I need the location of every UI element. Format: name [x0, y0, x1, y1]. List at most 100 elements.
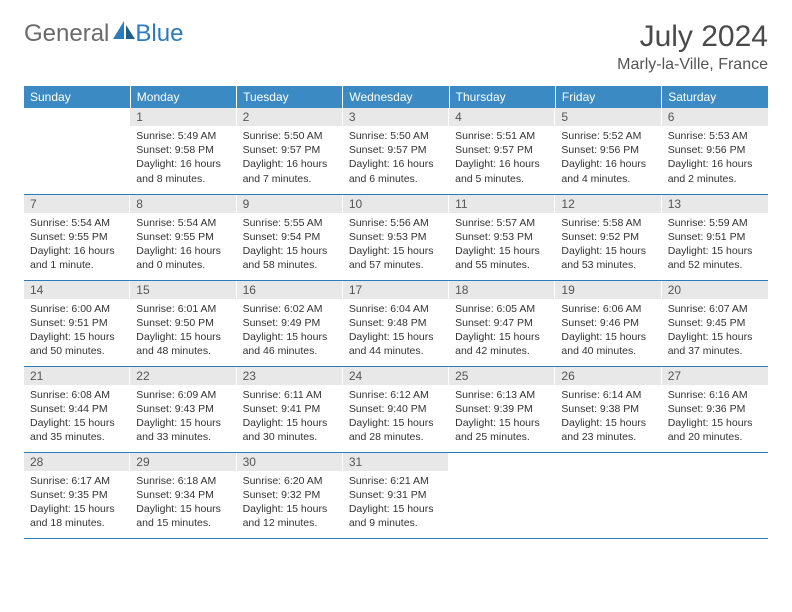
daylight-text: Daylight: 15 hours and 12 minutes. [243, 502, 337, 530]
calendar-day-cell: 5Sunrise: 5:52 AMSunset: 9:56 PMDaylight… [555, 108, 661, 194]
day-number: 5 [555, 108, 661, 126]
calendar-day-cell: 9Sunrise: 5:55 AMSunset: 9:54 PMDaylight… [237, 194, 343, 280]
sunrise-text: Sunrise: 5:56 AM [349, 216, 443, 230]
sunset-text: Sunset: 9:47 PM [455, 316, 549, 330]
calendar-day-cell: 7Sunrise: 5:54 AMSunset: 9:55 PMDaylight… [24, 194, 130, 280]
logo-sail-icon [113, 21, 135, 39]
day-detail: Sunrise: 5:54 AMSunset: 9:55 PMDaylight:… [24, 213, 130, 277]
daylight-text: Daylight: 16 hours and 5 minutes. [455, 157, 549, 185]
sunrise-text: Sunrise: 6:07 AM [668, 302, 762, 316]
daylight-text: Daylight: 15 hours and 42 minutes. [455, 330, 549, 358]
daylight-text: Daylight: 15 hours and 52 minutes. [668, 244, 762, 272]
sunrise-text: Sunrise: 6:17 AM [30, 474, 124, 488]
sunrise-text: Sunrise: 5:51 AM [455, 129, 549, 143]
day-number: 24 [343, 367, 449, 385]
daylight-text: Daylight: 15 hours and 57 minutes. [349, 244, 443, 272]
calendar-day-cell: 15Sunrise: 6:01 AMSunset: 9:50 PMDayligh… [130, 280, 236, 366]
calendar-day-cell [449, 452, 555, 538]
sunset-text: Sunset: 9:55 PM [30, 230, 124, 244]
sunset-text: Sunset: 9:45 PM [668, 316, 762, 330]
calendar-day-cell: 26Sunrise: 6:14 AMSunset: 9:38 PMDayligh… [555, 366, 661, 452]
daylight-text: Daylight: 15 hours and 28 minutes. [349, 416, 443, 444]
day-detail: Sunrise: 6:13 AMSunset: 9:39 PMDaylight:… [449, 385, 555, 449]
day-number: 6 [662, 108, 768, 126]
weekday-header: Thursday [449, 86, 555, 108]
calendar-day-cell: 27Sunrise: 6:16 AMSunset: 9:36 PMDayligh… [662, 366, 768, 452]
day-detail: Sunrise: 6:04 AMSunset: 9:48 PMDaylight:… [343, 299, 449, 363]
calendar-day-cell: 21Sunrise: 6:08 AMSunset: 9:44 PMDayligh… [24, 366, 130, 452]
day-number: 4 [449, 108, 555, 126]
sunrise-text: Sunrise: 6:02 AM [243, 302, 337, 316]
calendar-day-cell: 19Sunrise: 6:06 AMSunset: 9:46 PMDayligh… [555, 280, 661, 366]
day-number: 15 [130, 281, 236, 299]
sunset-text: Sunset: 9:57 PM [243, 143, 337, 157]
sunset-text: Sunset: 9:53 PM [455, 230, 549, 244]
location: Marly-la-Ville, France [617, 56, 768, 74]
day-number: 7 [24, 195, 130, 213]
sunset-text: Sunset: 9:44 PM [30, 402, 124, 416]
sunrise-text: Sunrise: 6:21 AM [349, 474, 443, 488]
day-detail: Sunrise: 6:08 AMSunset: 9:44 PMDaylight:… [24, 385, 130, 449]
day-number: 19 [555, 281, 661, 299]
day-detail: Sunrise: 6:21 AMSunset: 9:31 PMDaylight:… [343, 471, 449, 535]
calendar-day-cell [24, 108, 130, 194]
weekday-header: Tuesday [237, 86, 343, 108]
daylight-text: Daylight: 15 hours and 23 minutes. [561, 416, 655, 444]
day-number: 30 [237, 453, 343, 471]
logo: General Blue [24, 20, 183, 48]
day-number [449, 453, 555, 457]
sunset-text: Sunset: 9:31 PM [349, 488, 443, 502]
daylight-text: Daylight: 15 hours and 55 minutes. [455, 244, 549, 272]
sunrise-text: Sunrise: 5:58 AM [561, 216, 655, 230]
weekday-header: Monday [130, 86, 236, 108]
sunrise-text: Sunrise: 6:16 AM [668, 388, 762, 402]
calendar-week-row: 1Sunrise: 5:49 AMSunset: 9:58 PMDaylight… [24, 108, 768, 194]
day-detail: Sunrise: 6:12 AMSunset: 9:40 PMDaylight:… [343, 385, 449, 449]
daylight-text: Daylight: 15 hours and 53 minutes. [561, 244, 655, 272]
calendar-week-row: 14Sunrise: 6:00 AMSunset: 9:51 PMDayligh… [24, 280, 768, 366]
sunrise-text: Sunrise: 6:09 AM [136, 388, 230, 402]
daylight-text: Daylight: 15 hours and 35 minutes. [30, 416, 124, 444]
day-detail: Sunrise: 5:56 AMSunset: 9:53 PMDaylight:… [343, 213, 449, 277]
calendar-day-cell: 24Sunrise: 6:12 AMSunset: 9:40 PMDayligh… [343, 366, 449, 452]
day-number: 21 [24, 367, 130, 385]
day-number: 3 [343, 108, 449, 126]
sunrise-text: Sunrise: 5:50 AM [349, 129, 443, 143]
sunrise-text: Sunrise: 6:01 AM [136, 302, 230, 316]
day-number: 25 [449, 367, 555, 385]
day-detail: Sunrise: 6:09 AMSunset: 9:43 PMDaylight:… [130, 385, 236, 449]
day-detail: Sunrise: 6:05 AMSunset: 9:47 PMDaylight:… [449, 299, 555, 363]
sunrise-text: Sunrise: 5:54 AM [30, 216, 124, 230]
calendar-day-cell: 4Sunrise: 5:51 AMSunset: 9:57 PMDaylight… [449, 108, 555, 194]
day-number: 31 [343, 453, 449, 471]
calendar-table: Sunday Monday Tuesday Wednesday Thursday… [24, 86, 768, 539]
sunset-text: Sunset: 9:35 PM [30, 488, 124, 502]
weekday-header: Wednesday [343, 86, 449, 108]
sunset-text: Sunset: 9:57 PM [349, 143, 443, 157]
weekday-header: Sunday [24, 86, 130, 108]
sunrise-text: Sunrise: 6:08 AM [30, 388, 124, 402]
logo-text-general: General [24, 20, 109, 48]
sunset-text: Sunset: 9:38 PM [561, 402, 655, 416]
day-detail: Sunrise: 5:54 AMSunset: 9:55 PMDaylight:… [130, 213, 236, 277]
daylight-text: Daylight: 15 hours and 33 minutes. [136, 416, 230, 444]
day-number [24, 108, 130, 112]
calendar-day-cell: 30Sunrise: 6:20 AMSunset: 9:32 PMDayligh… [237, 452, 343, 538]
calendar-day-cell: 11Sunrise: 5:57 AMSunset: 9:53 PMDayligh… [449, 194, 555, 280]
daylight-text: Daylight: 15 hours and 9 minutes. [349, 502, 443, 530]
day-detail: Sunrise: 5:51 AMSunset: 9:57 PMDaylight:… [449, 126, 555, 190]
day-number: 9 [237, 195, 343, 213]
daylight-text: Daylight: 16 hours and 8 minutes. [136, 157, 230, 185]
day-detail: Sunrise: 6:20 AMSunset: 9:32 PMDaylight:… [237, 471, 343, 535]
day-detail: Sunrise: 5:52 AMSunset: 9:56 PMDaylight:… [555, 126, 661, 190]
calendar-day-cell: 18Sunrise: 6:05 AMSunset: 9:47 PMDayligh… [449, 280, 555, 366]
day-number: 2 [237, 108, 343, 126]
sunset-text: Sunset: 9:54 PM [243, 230, 337, 244]
day-number: 18 [449, 281, 555, 299]
daylight-text: Daylight: 15 hours and 44 minutes. [349, 330, 443, 358]
daylight-text: Daylight: 15 hours and 18 minutes. [30, 502, 124, 530]
sunrise-text: Sunrise: 6:00 AM [30, 302, 124, 316]
sunrise-text: Sunrise: 6:11 AM [243, 388, 337, 402]
day-number [555, 453, 661, 457]
day-detail: Sunrise: 6:06 AMSunset: 9:46 PMDaylight:… [555, 299, 661, 363]
